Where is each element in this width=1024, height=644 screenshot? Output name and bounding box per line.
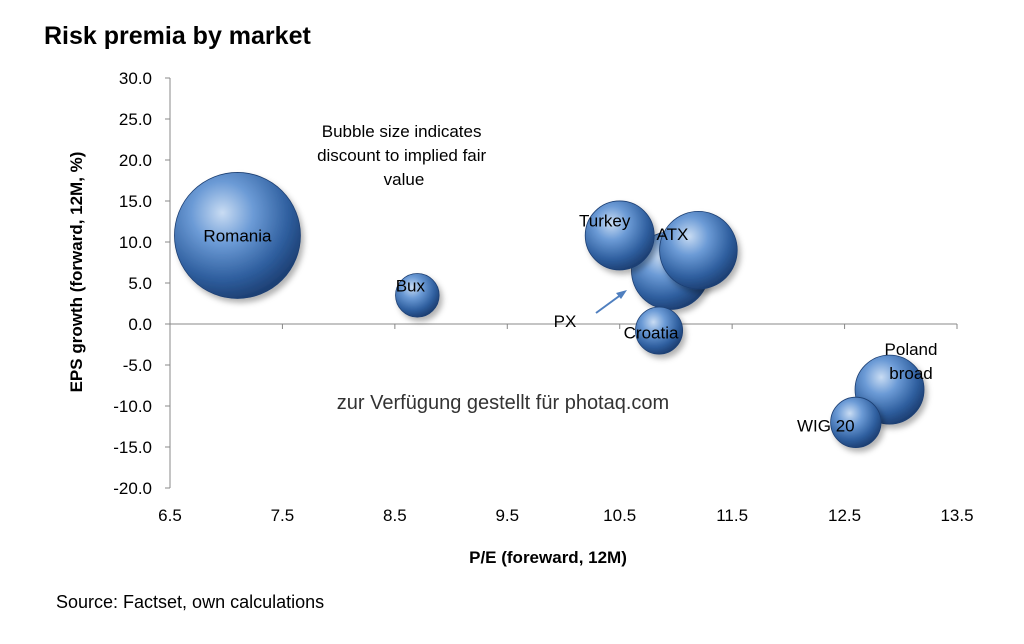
x-tick-label: 7.5 <box>271 506 295 525</box>
bubble-turkey <box>584 200 655 271</box>
y-tick-label: 20.0 <box>119 151 152 170</box>
watermark-text: zur Verfügung gestellt für photaq.com <box>337 392 669 414</box>
px-pointer-arrowhead <box>616 290 627 299</box>
chart-title: Risk premia by market <box>44 22 311 50</box>
x-tick-label: 11.5 <box>716 506 748 525</box>
bubble-label-line: Poland <box>885 340 938 359</box>
bubble-size-note-line: value <box>384 170 425 189</box>
y-tick-label: 10.0 <box>119 233 152 252</box>
x-tick-label: 6.5 <box>158 506 182 525</box>
bubble-label: Bux <box>396 276 426 295</box>
bubble-label: Croatia <box>624 324 679 343</box>
x-ticks: 6.5 7.5 8.5 9.5 10.5 11.5 12.5 13.5 <box>158 324 974 525</box>
bubbles: Romania Bux PX Turkey ATX Croatia Poland broad W… <box>174 172 938 448</box>
bubble-romania <box>174 172 301 299</box>
bubble-bux <box>395 273 440 318</box>
x-axis-label: P/E (foreward, 12M) <box>469 548 627 567</box>
bubble-label: Poland broad <box>885 340 938 383</box>
bubble-label: ATX <box>657 225 689 244</box>
bubble-size-note-line: Bubble size indicates <box>322 122 482 141</box>
bubble-croatia <box>635 306 684 355</box>
y-tick-label: 0.0 <box>128 315 152 334</box>
y-tick-label: 30.0 <box>119 69 152 88</box>
y-tick-label: -10.0 <box>113 397 152 416</box>
x-tick-label: 12.5 <box>828 506 861 525</box>
y-tick-label: -5.0 <box>123 356 152 375</box>
bubble-label: Turkey <box>579 211 631 230</box>
x-tick-label: 8.5 <box>383 506 407 525</box>
bubble-size-note: Bubble size indicates discount to implie… <box>317 122 491 189</box>
y-ticks: 30.0 25.0 20.0 15.0 10.0 5.0 0.0 -5.0 -10.0 -15.0… <box>113 69 170 498</box>
y-tick-label: -15.0 <box>113 438 152 457</box>
bubble-size-note-line: discount to implied fair <box>317 146 486 165</box>
bubble-wig-20 <box>830 396 882 448</box>
y-tick-label: 25.0 <box>119 110 152 129</box>
x-tick-label: 9.5 <box>495 506 519 525</box>
bubble-atx <box>659 210 738 290</box>
bubble-label-line: broad <box>889 364 932 383</box>
x-tick-label: 10.5 <box>603 506 636 525</box>
bubble-label: WIG 20 <box>797 416 855 435</box>
y-tick-label: 15.0 <box>119 192 152 211</box>
bubble-label: Romania <box>203 226 272 245</box>
y-tick-label: -20.0 <box>113 479 152 498</box>
x-tick-label: 13.5 <box>940 506 973 525</box>
bubble-label: PX <box>554 312 577 331</box>
y-axis-label: EPS growth (forward, 12M, %) <box>67 152 86 393</box>
y-tick-label: 5.0 <box>128 274 152 293</box>
px-pointer-arrow <box>595 293 623 314</box>
source-note: Source: Factset, own calculations <box>56 592 325 612</box>
